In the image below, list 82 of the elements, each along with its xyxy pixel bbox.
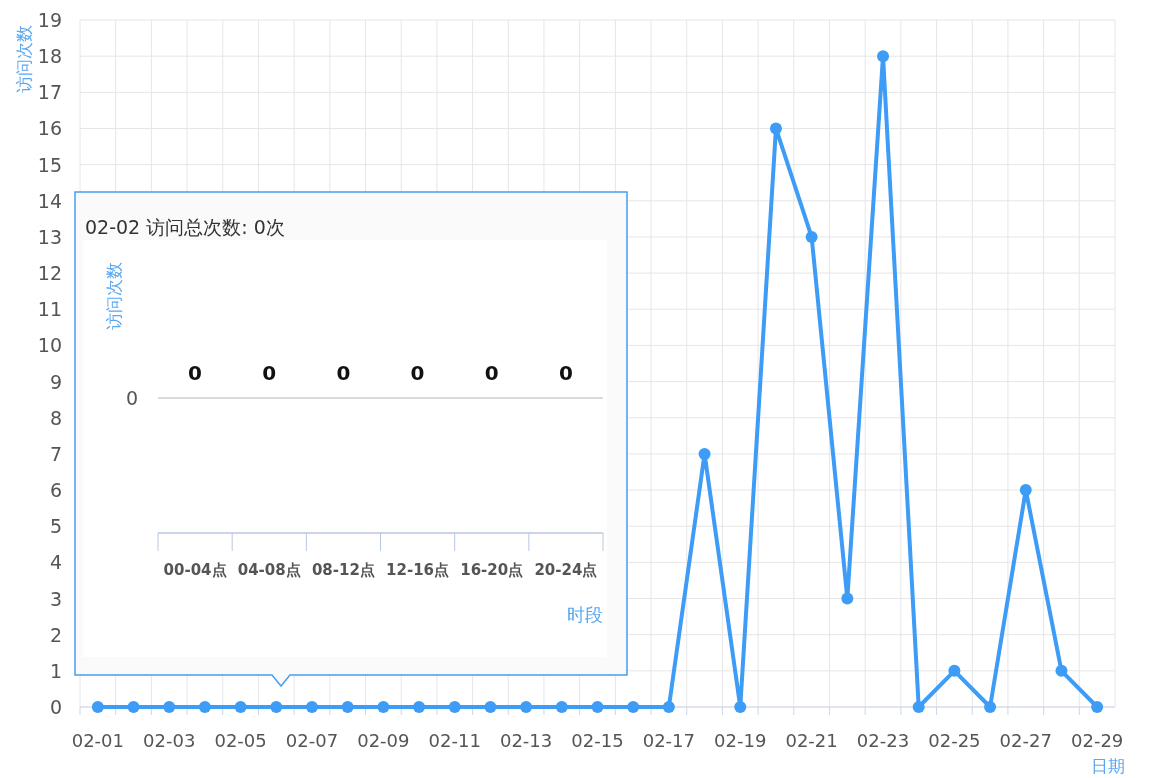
data-label: 0 <box>125 387 138 409</box>
point <box>912 701 925 713</box>
x-tick-label: 02-21 <box>785 730 838 751</box>
y-tick-label: 16 <box>37 117 62 140</box>
text: 时段 <box>567 604 603 625</box>
point <box>555 701 568 713</box>
text: 02-02 访问总次数: 0次 <box>85 216 285 238</box>
y-tick-label: 7 <box>49 442 62 465</box>
y-tick-label: 15 <box>37 153 62 176</box>
point <box>234 701 247 713</box>
point <box>591 701 604 713</box>
annotation: 0 <box>188 361 203 385</box>
y-tick-label: 3 <box>49 587 62 610</box>
point <box>1019 484 1032 497</box>
point <box>698 447 711 460</box>
y-axis-title: 访问次数 <box>14 25 34 93</box>
y-tick-label: 2 <box>49 623 62 646</box>
y-tick-label: 0 <box>49 696 62 718</box>
category-label: 04-08点 <box>237 561 301 579</box>
point <box>877 50 890 63</box>
x-tick-label: 02-13 <box>499 730 553 751</box>
x-tick-label: 02-29 <box>1071 730 1124 751</box>
x-tick-label: 02-01 <box>71 730 124 751</box>
y-tick-label: 11 <box>37 298 62 321</box>
x-tick-label: 02-09 <box>357 730 410 751</box>
x-tick-label: 02-05 <box>214 730 267 751</box>
data-label: 0 <box>262 361 277 385</box>
x-tick-label: 02-25 <box>928 730 981 751</box>
y-tick-label: 18 <box>37 45 62 68</box>
point <box>769 122 782 135</box>
y-tick-label: 5 <box>49 515 62 538</box>
point <box>805 230 818 243</box>
point <box>984 701 997 713</box>
point <box>341 701 354 713</box>
point <box>127 701 140 713</box>
y-tick-label: 17 <box>37 81 62 104</box>
point <box>163 701 176 713</box>
y-tick-label: 19 <box>37 9 62 31</box>
point <box>1055 664 1068 677</box>
data-label: 0 <box>484 361 499 385</box>
point <box>734 701 747 713</box>
x-axis-title: 日期 <box>1091 756 1125 776</box>
point <box>520 701 533 713</box>
point <box>841 592 854 605</box>
point <box>1091 701 1104 713</box>
y-tick-label: 12 <box>37 262 62 285</box>
x-tick-label: 02-23 <box>856 730 910 751</box>
y-tick-label: 6 <box>49 479 62 502</box>
category-label: 08-12点 <box>311 561 375 579</box>
y-tick-label: 4 <box>49 551 62 574</box>
point <box>198 701 211 713</box>
x-tick-label: 02-03 <box>143 730 196 751</box>
point <box>627 701 640 713</box>
y-tick-label: 9 <box>49 370 62 393</box>
category-label: 12-16点 <box>386 561 450 579</box>
data-label: 0 <box>336 361 351 385</box>
point <box>91 701 104 713</box>
x-tick-label: 02-11 <box>428 730 481 751</box>
y-tick-label: 14 <box>37 189 62 212</box>
category-label: 16-20点 <box>460 561 524 579</box>
y-tick-label: 10 <box>37 334 62 357</box>
x-tick-label: 02-17 <box>642 730 696 751</box>
category-label: 00-04点 <box>163 561 227 579</box>
x-tick-label: 02-07 <box>285 730 339 751</box>
point <box>305 701 318 713</box>
data-label: 0 <box>558 361 573 385</box>
point <box>662 701 675 713</box>
point <box>270 701 283 713</box>
x-tick-label: 02-15 <box>571 730 624 751</box>
point <box>448 701 461 713</box>
y-tick-label: 13 <box>37 225 62 248</box>
point <box>377 701 390 713</box>
x-tick-label: 02-19 <box>714 730 767 751</box>
data-label: 0 <box>410 361 425 385</box>
text: 访问次数 <box>104 262 124 330</box>
x-tick-label: 02-27 <box>999 730 1052 751</box>
y-tick-label: 8 <box>49 406 62 429</box>
point <box>948 664 961 677</box>
point <box>413 701 426 713</box>
y-tick-label: 1 <box>49 659 62 682</box>
category-label: 20-24点 <box>534 561 598 579</box>
point <box>484 701 497 713</box>
